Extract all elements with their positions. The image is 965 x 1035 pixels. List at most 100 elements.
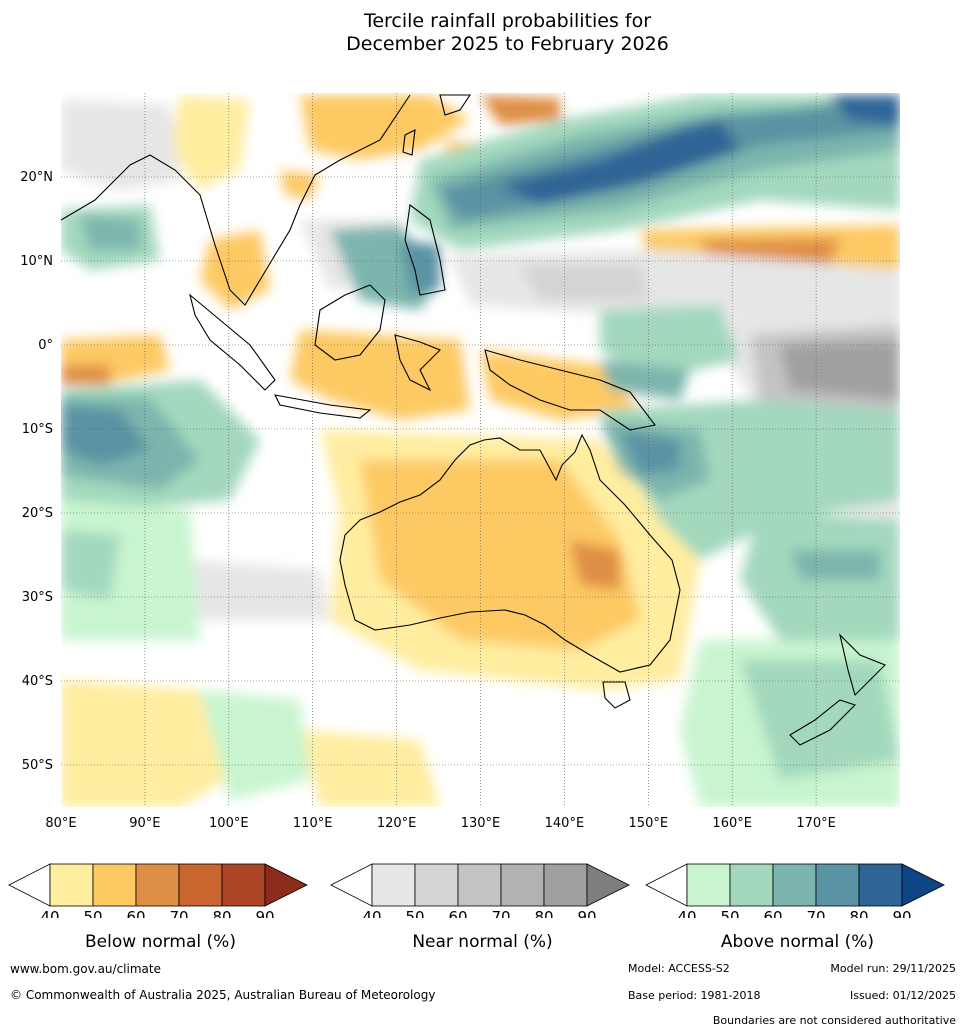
near-normal-region (190, 560, 330, 620)
borneo-coastline (314, 284, 386, 361)
above-normal-region (830, 95, 900, 125)
longitude-labels: 80°E 90°E 100°E 110°E 120°E 130°E 140°E 150°E 16… (45, 816, 835, 831)
colorbar-tick-label: 60 (763, 908, 782, 918)
colorbar-segment (371, 863, 416, 907)
above-normal-legend-title: Above normal (%) (720, 932, 875, 952)
colorbar-tick-label: 50 (405, 908, 424, 918)
longitude-label: 160°E (712, 816, 752, 831)
latitude-label: 30°S (22, 590, 53, 605)
below-normal-region (290, 330, 470, 420)
latitude-label: 20°S (22, 506, 53, 521)
sumatra-coastline (189, 293, 276, 391)
australia-coastline (339, 433, 681, 673)
colorbar-segment (815, 863, 860, 907)
colorbar-segment (543, 863, 588, 907)
below-normal-colorbar: 40 50 60 70 80 90 (8, 863, 308, 918)
longitude-label: 170°E (796, 816, 836, 831)
latitude-label: 10°N (20, 254, 53, 269)
colorbar-segment (457, 863, 502, 907)
issued-date: Issued: 01/12/2025 (849, 989, 956, 1002)
above-normal-region (61, 405, 150, 465)
below-normal-region (280, 170, 320, 200)
probability-shading (61, 95, 900, 807)
boundaries-disclaimer: Boundaries are not considered authoritat… (712, 1014, 956, 1027)
title-line-2: December 2025 to February 2026 (346, 33, 669, 55)
new-zealand-south-coastline (789, 699, 857, 746)
below-normal-region (360, 460, 640, 650)
colorbar-segment (772, 863, 817, 907)
below-normal-region (170, 95, 250, 190)
new-zealand-north-coastline (839, 633, 886, 697)
colorbar-segment (92, 863, 137, 907)
latitude-label: 20°N (20, 170, 53, 185)
colorbar-tick-label: 70 (491, 908, 510, 918)
copyright-text: © Commonwealth of Australia 2025, Austra… (10, 988, 436, 1002)
colorbar-tick-label: 40 (40, 908, 59, 918)
sulawesi-coastline (394, 334, 441, 392)
model-run-date: Model run: 29/11/2025 (830, 962, 956, 975)
above-normal-region (600, 360, 690, 400)
title-line-1: Tercile rainfall probabilities for (363, 10, 652, 32)
below-normal-region (200, 230, 270, 310)
tasmania-coastline (602, 681, 631, 709)
longitude-label: 130°E (461, 816, 501, 831)
colorbar-tick-label: 40 (362, 908, 381, 918)
latitude-label: 40°S (22, 674, 53, 689)
colorbar-tick-label: 60 (448, 908, 467, 918)
colorbar-tick-label: 90 (577, 908, 596, 918)
colorbar-tick-label: 80 (534, 908, 553, 918)
colorbar-high-extension (586, 863, 630, 907)
colorbar-segment (858, 863, 903, 907)
above-normal-region (790, 550, 880, 580)
colorbar-tick-label: 90 (892, 908, 911, 918)
japan-coastline (439, 94, 472, 116)
below-normal-region (300, 95, 470, 160)
near-normal-region (61, 100, 180, 190)
colorbar-high-extension (264, 863, 308, 907)
colorbar-segment (135, 863, 180, 907)
website-link[interactable]: www.bom.gov.au/climate (10, 962, 161, 976)
below-normal-region (480, 95, 560, 125)
above-normal-region (500, 120, 740, 205)
colorbar-low-extension (645, 863, 688, 907)
java-coastline (274, 394, 372, 419)
new-guinea-coastline (484, 349, 656, 431)
colorbar-segment (414, 863, 459, 907)
colorbar-tick-label: 50 (720, 908, 739, 918)
colorbar-tick-label: 90 (255, 908, 274, 918)
above-normal-region (620, 430, 680, 475)
colorbar-low-extension (8, 863, 51, 907)
longitude-label: 140°E (545, 816, 585, 831)
colorbar-tick-label: 50 (83, 908, 102, 918)
colorbar-segment (49, 863, 94, 907)
rainfall-probability-map: 20°N 10°N 0° 10°S 20°S 30°S 40°S 50°S 80°E 90°E 1… (20, 93, 900, 831)
below-normal-region (61, 365, 110, 385)
longitude-label: 110°E (293, 816, 333, 831)
colorbar-high-extension (901, 863, 945, 907)
latitude-label: 10°S (22, 422, 53, 437)
asia-mainland-coastline (61, 94, 411, 306)
colorbar-segment (500, 863, 545, 907)
base-period: Base period: 1981-2018 (628, 989, 761, 1002)
taiwan-coastline (402, 129, 416, 156)
below-normal-region (570, 540, 620, 590)
colorbar-tick-label: 80 (849, 908, 868, 918)
above-normal-region (600, 305, 740, 380)
near-normal-region (780, 340, 900, 400)
above-normal-colorbar: 40 50 60 70 80 90 (645, 863, 945, 918)
longitude-label: 120°E (377, 816, 417, 831)
colorbar-tick-label: 80 (212, 908, 231, 918)
longitude-label: 90°E (129, 816, 160, 831)
colorbar-segment (178, 863, 223, 907)
near-normal-colorbar: 40 50 60 70 80 90 (330, 863, 630, 918)
below-normal-region (480, 350, 640, 420)
below-normal-legend-title: Below normal (%) (85, 932, 236, 952)
colorbar-segment (221, 863, 266, 907)
colorbar-segment (686, 863, 731, 907)
coastlines (61, 94, 886, 746)
chart-title: Tercile rainfall probabilities for Decem… (0, 10, 965, 56)
colorbar-tick-label: 60 (126, 908, 145, 918)
graticule (61, 93, 900, 807)
philippines-coastline (404, 204, 446, 296)
near-normal-region (520, 265, 650, 300)
